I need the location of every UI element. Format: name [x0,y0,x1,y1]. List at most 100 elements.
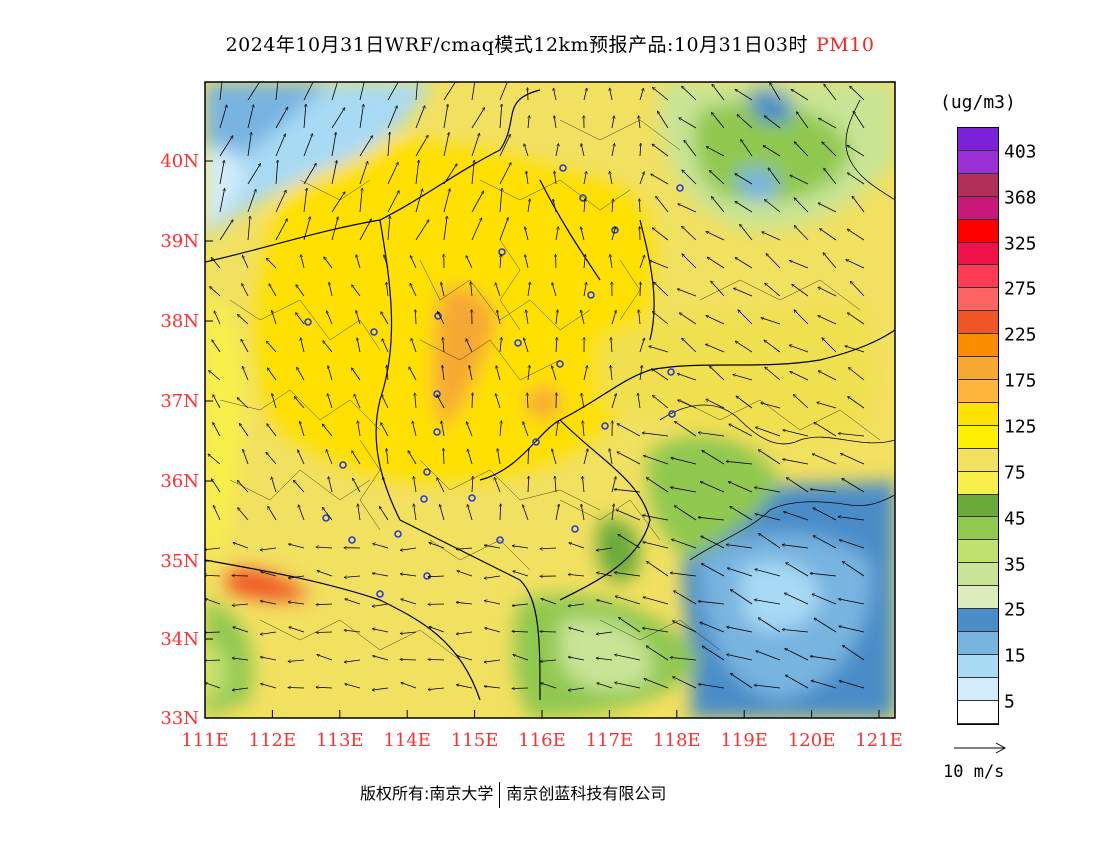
wind-vector [733,375,753,381]
wind-vector [528,88,529,101]
wind-vector [583,449,588,465]
wind-vector [700,482,725,493]
wind-vector [513,655,529,661]
wind-vector [679,313,697,325]
colorbar-swatch [958,517,998,541]
wind-vector [639,172,644,185]
wind-vector [326,450,333,465]
wind-vector [497,310,501,325]
wind-vector [709,170,725,185]
lat-label: 39N [160,231,199,252]
wind-vector [415,135,428,157]
wind-vector [735,258,753,269]
wind-vector [611,227,616,241]
wind-vector [242,366,249,381]
wind-vector [441,421,445,437]
wind-vector [824,84,837,101]
wind-vector [555,504,559,521]
wind-vector [847,145,865,157]
wind-vector [785,675,809,689]
wind-vector [782,545,809,549]
wind-vector [316,547,333,548]
wind-vector [847,313,865,325]
wind-vector [568,574,585,577]
wind-vector [706,231,725,241]
wind-vector [213,423,221,437]
wind-vector [324,257,333,269]
wind-vector [786,563,809,577]
wind-vector [400,659,417,660]
wind-vector [670,487,697,493]
wind-vector [640,143,641,157]
wind-vector [824,168,837,185]
wind-vector [670,573,697,577]
wind-vector [646,478,669,493]
wind-vector [643,456,669,465]
wind-vector [212,340,221,353]
wind-vector [654,282,669,297]
wind-vector [672,539,697,549]
wind-vector [471,282,472,297]
wind-vector [596,547,613,550]
wind-vector [233,627,249,633]
wind-vector [331,217,338,241]
wind-vector [466,422,473,437]
wind-vector [555,227,558,241]
wind-vector [698,517,725,521]
wind-vector [763,146,781,157]
wind-vector [484,601,501,605]
wind-vector [471,133,480,157]
colorbar-swatch [958,563,998,587]
wind-vector [796,112,809,129]
wind-vector [682,86,697,101]
wind-vector [611,504,614,521]
wind-vector [850,281,865,297]
wind-vector [372,603,389,606]
wind-vector [208,454,221,465]
wind-vector [791,89,809,101]
wind-vector [345,599,361,605]
wind-vector [266,452,277,465]
wind-vector [582,476,585,493]
wind-vector [706,147,725,157]
wind-vector [698,684,725,689]
wind-vector [237,480,249,493]
wind-vector [408,451,417,465]
colorbar-label: 75 [1004,462,1026,484]
colorbar-swatch [958,311,998,335]
wind-vector [783,512,809,521]
wind-vector [301,338,305,353]
wind-vector [268,506,277,521]
wind-vector [387,216,390,241]
lat-label: 37N [160,391,199,412]
wind-vector [657,111,669,129]
wind-vector [219,160,224,185]
wind-vector [584,199,585,213]
wind-vector [735,174,753,185]
wind-vector [639,255,645,269]
wind-vector [298,450,305,465]
wind-vector [400,547,417,550]
wind-vector [344,630,361,633]
wind-vector [706,316,725,325]
wind-vector [466,256,473,269]
colorbar-swatch [958,219,998,243]
wind-vector [471,82,476,101]
wind-vector [755,514,781,521]
wind-vector [296,285,305,297]
wind-vector [275,190,286,213]
lon-label: 111E [181,730,229,751]
wind-vector [783,459,809,465]
wind-vector [554,116,557,129]
city-marker [433,428,441,436]
colorbar-swatch [958,357,998,380]
wind-vector [674,591,697,605]
wind-vector [213,395,221,409]
wind-vector [730,506,753,521]
wind-vector [785,649,809,661]
wind-vector [671,458,697,465]
wind-vector [354,394,361,409]
colorbar-swatch [958,334,998,358]
wind-vector [219,82,223,101]
wind-vector [812,454,837,465]
